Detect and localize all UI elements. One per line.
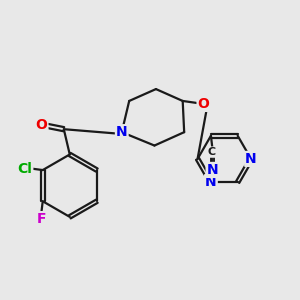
Text: O: O xyxy=(36,118,47,132)
Text: F: F xyxy=(37,212,46,226)
Text: N: N xyxy=(205,175,217,189)
Text: N: N xyxy=(207,163,218,177)
Text: O: O xyxy=(198,97,209,111)
Text: C: C xyxy=(208,147,216,157)
Text: N: N xyxy=(116,125,128,139)
Text: Cl: Cl xyxy=(17,162,32,176)
Text: N: N xyxy=(245,152,257,166)
